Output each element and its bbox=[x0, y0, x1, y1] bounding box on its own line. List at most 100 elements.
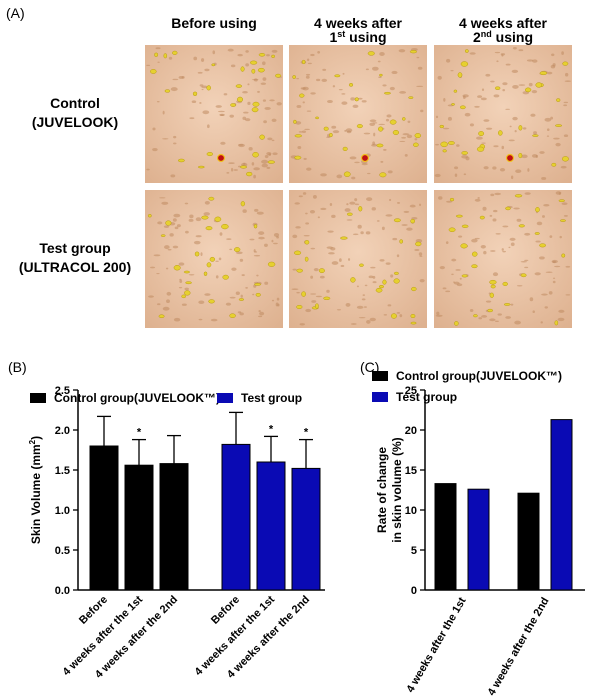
pore bbox=[385, 118, 390, 122]
pore bbox=[528, 82, 533, 87]
pore bbox=[409, 204, 416, 208]
pore bbox=[340, 264, 345, 268]
pore bbox=[328, 252, 335, 255]
highlight-spot bbox=[494, 86, 501, 90]
highlight-spot bbox=[409, 50, 417, 54]
pore bbox=[247, 101, 251, 106]
pore bbox=[230, 64, 236, 68]
highlight-spot bbox=[271, 54, 276, 58]
column-header: 2nd using bbox=[473, 29, 533, 45]
legend-label: Control group(JUVELOOK™) bbox=[396, 369, 562, 383]
pore bbox=[344, 129, 347, 132]
highlight-spot bbox=[356, 124, 363, 129]
highlight-spot bbox=[471, 264, 478, 269]
highlight-spot bbox=[304, 240, 310, 245]
pore bbox=[245, 286, 249, 289]
highlight-spot bbox=[206, 85, 211, 91]
highlight-spot bbox=[201, 215, 209, 220]
highlight-spot bbox=[539, 243, 546, 248]
pore bbox=[332, 130, 340, 134]
pore bbox=[229, 248, 233, 251]
pore bbox=[226, 238, 232, 240]
highlight-spot bbox=[439, 124, 445, 129]
highlight-spot bbox=[471, 251, 478, 257]
pore bbox=[299, 323, 305, 326]
pore bbox=[354, 203, 360, 206]
photo-background bbox=[434, 190, 572, 328]
pore bbox=[156, 303, 161, 306]
pore bbox=[414, 138, 418, 141]
pore bbox=[150, 266, 156, 269]
pore bbox=[310, 53, 315, 57]
pore bbox=[544, 306, 548, 309]
highlight-spot bbox=[233, 247, 241, 252]
pore bbox=[554, 265, 561, 268]
pore bbox=[252, 293, 255, 296]
pore bbox=[494, 192, 501, 196]
pore bbox=[450, 69, 454, 72]
pore bbox=[351, 176, 356, 180]
text-part: using bbox=[345, 29, 386, 45]
highlight-spot bbox=[304, 256, 309, 262]
pore bbox=[530, 113, 536, 117]
pore bbox=[231, 267, 237, 271]
highlight-spot bbox=[206, 262, 212, 268]
pore bbox=[220, 141, 226, 145]
pore bbox=[260, 82, 267, 85]
highlight-spot bbox=[315, 303, 319, 309]
pore bbox=[219, 113, 226, 116]
highlight-spot bbox=[460, 243, 468, 249]
pore bbox=[226, 172, 230, 174]
pore bbox=[242, 209, 247, 213]
pore bbox=[336, 309, 342, 311]
pore bbox=[327, 230, 334, 233]
highlight-spot bbox=[173, 265, 181, 271]
highlight-spot bbox=[476, 146, 485, 152]
pore bbox=[555, 142, 561, 147]
highlight-spot bbox=[461, 274, 468, 278]
highlight-spot bbox=[449, 197, 455, 202]
pore bbox=[442, 287, 447, 290]
pore bbox=[458, 235, 463, 238]
pore bbox=[389, 86, 395, 91]
y-tick-label: 1.5 bbox=[55, 465, 70, 477]
pore bbox=[197, 71, 203, 74]
pore bbox=[174, 226, 179, 230]
photo-background bbox=[289, 45, 427, 183]
pore bbox=[253, 254, 261, 257]
pore bbox=[546, 135, 550, 137]
pore bbox=[512, 84, 519, 89]
highlight-spot bbox=[214, 216, 222, 222]
pore bbox=[406, 227, 413, 231]
red-spot bbox=[505, 153, 515, 163]
pore bbox=[477, 196, 480, 199]
pore bbox=[229, 296, 236, 299]
pore bbox=[385, 214, 393, 217]
pore bbox=[561, 51, 564, 55]
pore bbox=[322, 68, 327, 71]
pore bbox=[292, 234, 298, 239]
y-tick-label: 25 bbox=[405, 385, 417, 397]
highlight-spot bbox=[211, 63, 216, 67]
pore bbox=[369, 122, 376, 127]
highlight-spot bbox=[451, 103, 455, 106]
pore bbox=[199, 102, 202, 104]
legend-label: Test group bbox=[396, 390, 457, 404]
pore bbox=[495, 233, 501, 235]
highlight-spot bbox=[253, 224, 258, 229]
highlight-spot bbox=[183, 270, 190, 274]
pore bbox=[443, 98, 446, 102]
pore bbox=[383, 148, 387, 151]
pore bbox=[483, 119, 490, 122]
text-part: nd bbox=[481, 29, 492, 39]
pore bbox=[535, 240, 541, 243]
pore bbox=[540, 321, 543, 324]
pore bbox=[172, 218, 177, 222]
pore bbox=[471, 238, 478, 243]
pore bbox=[262, 99, 267, 102]
highlight-spot bbox=[255, 292, 261, 297]
pore bbox=[178, 287, 183, 289]
pore bbox=[411, 216, 418, 220]
pore bbox=[379, 52, 385, 56]
pore bbox=[565, 294, 571, 296]
